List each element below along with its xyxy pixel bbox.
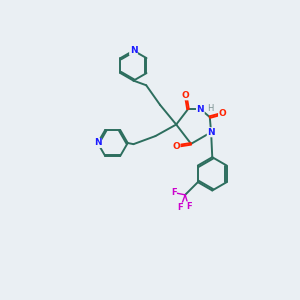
Text: O: O (182, 91, 190, 100)
Text: F: F (178, 203, 183, 212)
Text: O: O (219, 109, 226, 118)
Text: O: O (172, 142, 180, 151)
Text: N: N (196, 105, 204, 114)
Text: N: N (94, 139, 101, 148)
Text: N: N (207, 128, 215, 137)
Text: N: N (130, 46, 137, 55)
Text: H: H (207, 103, 213, 112)
Text: F: F (171, 188, 176, 197)
Text: F: F (186, 202, 191, 211)
